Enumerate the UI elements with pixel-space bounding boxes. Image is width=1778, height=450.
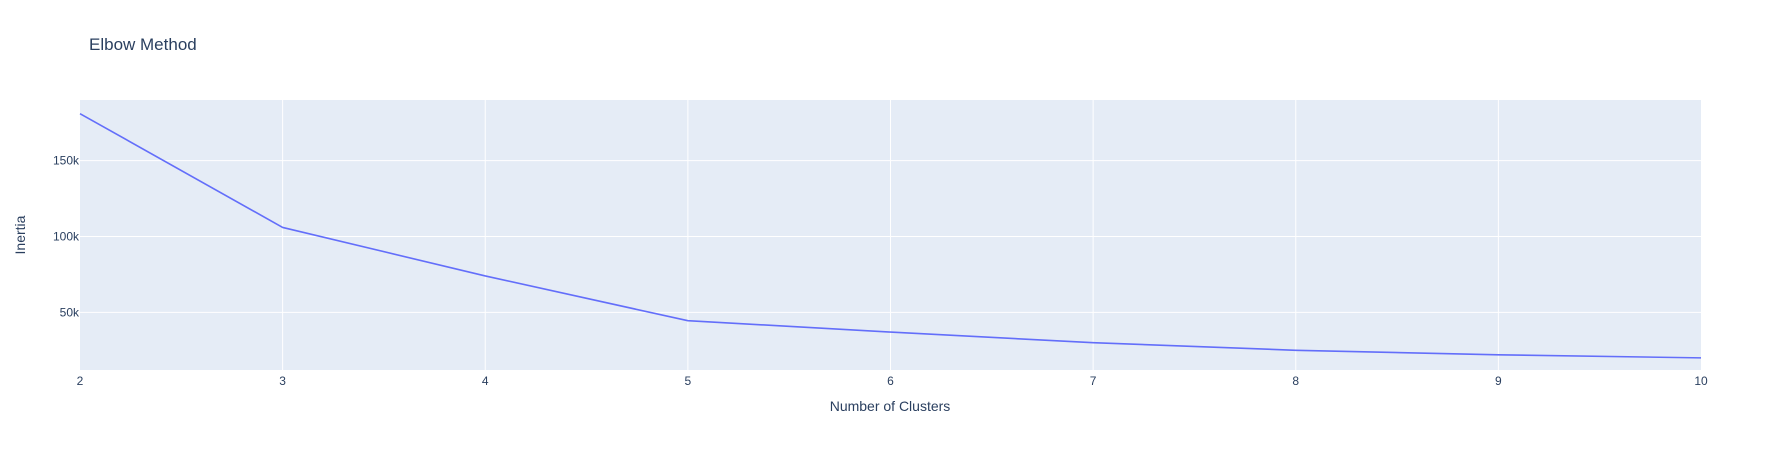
y-axis-title: Inertia [12, 215, 28, 254]
x-axis-ticks: 2 3 4 5 6 7 8 9 10 [77, 374, 1708, 388]
chart-title: Elbow Method [89, 35, 197, 54]
series-lines [79, 112, 1702, 359]
grid-lines [80, 100, 1701, 370]
y-tick-label: 100k [53, 230, 80, 244]
y-tick-label: 150k [53, 154, 80, 168]
x-tick-label: 8 [1292, 374, 1299, 388]
x-tick-label: 3 [279, 374, 286, 388]
y-axis-ticks: 50k 100k 150k [53, 154, 80, 320]
x-tick-label: 6 [887, 374, 894, 388]
x-tick-label: 2 [77, 374, 84, 388]
x-tick-label: 5 [685, 374, 692, 388]
x-axis-title: Number of Clusters [830, 398, 951, 414]
x-tick-label: 10 [1694, 374, 1708, 388]
x-tick-label: 7 [1090, 374, 1097, 388]
x-tick-label: 9 [1495, 374, 1502, 388]
x-tick-label: 4 [482, 374, 489, 388]
y-tick-label: 50k [60, 305, 80, 319]
